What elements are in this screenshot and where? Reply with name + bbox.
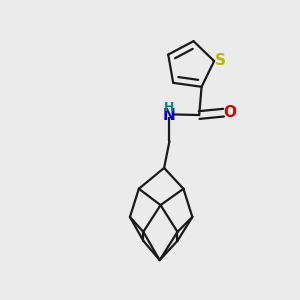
Text: O: O <box>223 105 236 120</box>
Text: N: N <box>163 107 176 122</box>
Text: S: S <box>215 53 226 68</box>
Text: H: H <box>164 101 175 114</box>
